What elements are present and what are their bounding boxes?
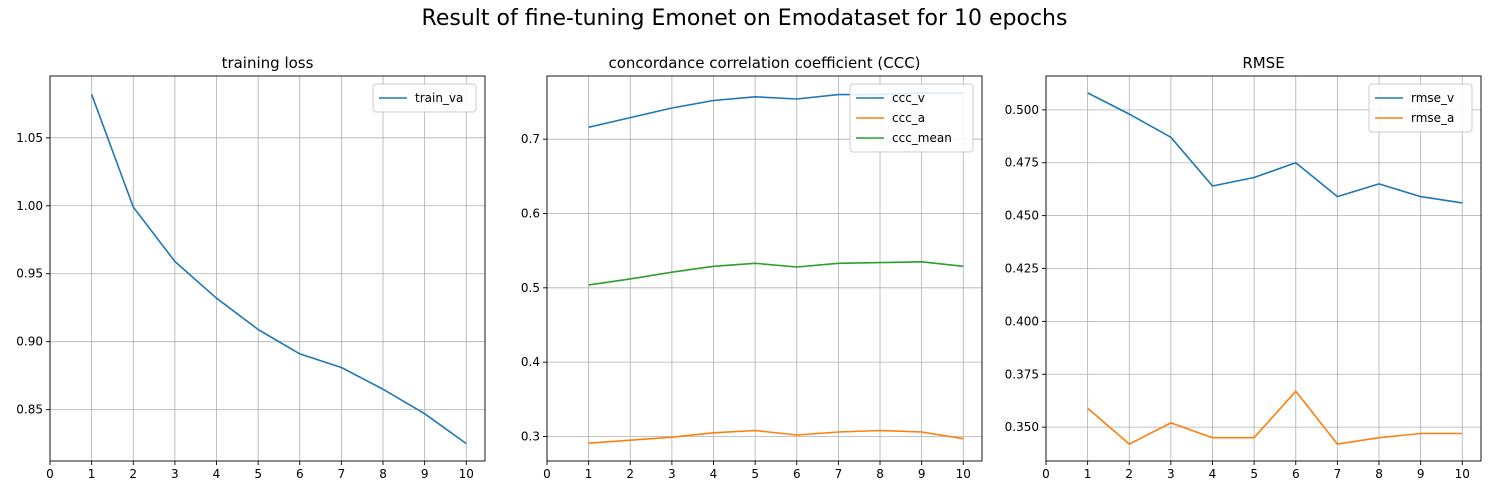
x-tick-label: 0: [1042, 467, 1050, 481]
x-tick-label: 4: [213, 467, 221, 481]
series-line-rmse_v: [1087, 92, 1463, 204]
legend: train_va: [372, 83, 477, 113]
x-tick-label: 9: [1417, 467, 1425, 481]
x-tick-label: 2: [129, 467, 137, 481]
x-tick-label: 8: [876, 467, 884, 481]
series-line-train_va: [90, 94, 467, 445]
y-tick-label: 0.4: [521, 355, 540, 369]
legend-label: ccc_mean: [892, 131, 952, 145]
x-tick-label: 6: [296, 467, 304, 481]
y-tick-label: 0.375: [1005, 367, 1039, 381]
y-tick-label: 1.05: [16, 131, 43, 145]
x-tick-label: 2: [1125, 467, 1133, 481]
x-tick-label: 5: [751, 467, 759, 481]
chart-title: RMSE: [1242, 54, 1284, 72]
x-tick-label: 10: [1455, 467, 1470, 481]
legend: ccc_v ccc_a ccc_mean: [849, 83, 974, 153]
x-tick-label: 0: [46, 467, 54, 481]
y-tick-label: 0.500: [1005, 103, 1039, 117]
legend: rmse_v rmse_a: [1368, 83, 1473, 133]
y-tick-label: 1.00: [16, 199, 43, 213]
y-tick-label: 0.90: [16, 335, 43, 349]
axes-frame: [49, 75, 486, 462]
chart-panel-1: training loss 0 1 2 3 4 5 6 7 8 9 10 0.85 0.90 0.95 1.0…: [16, 54, 486, 481]
series-line-ccc_mean: [588, 260, 964, 286]
legend-box: [372, 83, 477, 113]
y-tick-label: 0.95: [16, 267, 43, 281]
x-tick-label: 8: [1375, 467, 1383, 481]
series-line-ccc_a: [588, 429, 964, 444]
chart-title: training loss: [222, 54, 314, 72]
y-tick-label: 0.350: [1005, 420, 1039, 434]
legend-label: rmse_a: [1411, 111, 1454, 125]
legend-box: [1368, 83, 1473, 133]
axes-frame: [546, 75, 983, 462]
y-tick-label: 0.475: [1005, 156, 1039, 170]
x-tick-label: 0: [543, 467, 551, 481]
legend-label: ccc_a: [892, 111, 925, 125]
y-tick-label: 0.85: [16, 403, 43, 417]
legend-label: rmse_v: [1411, 91, 1454, 105]
x-tick-label: 5: [254, 467, 262, 481]
x-tick-label: 7: [835, 467, 843, 481]
x-tick-label: 1: [88, 467, 96, 481]
x-tick-label: 9: [421, 467, 429, 481]
x-tick-label: 1: [585, 467, 593, 481]
x-tick-label: 4: [1209, 467, 1217, 481]
chart-title: concordance correlation coefficient (CCC…: [608, 54, 920, 72]
x-tick-label: 9: [918, 467, 926, 481]
series-line-rmse_a: [1087, 390, 1463, 445]
x-tick-label: 6: [1292, 467, 1300, 481]
chart-panel-3: RMSE 0 1 2 3 4 5 6 7 8 9 10 0.350 0.375 0.400 0.425 0.45…: [1005, 54, 1482, 481]
legend-label: ccc_v: [892, 91, 925, 105]
x-tick-label: 1: [1084, 467, 1092, 481]
x-tick-label: 4: [710, 467, 718, 481]
x-tick-label: 3: [1167, 467, 1175, 481]
x-tick-label: 6: [793, 467, 801, 481]
y-tick-label: 0.3: [521, 429, 540, 443]
x-tick-label: 8: [379, 467, 387, 481]
x-tick-label: 7: [1334, 467, 1342, 481]
x-tick-label: 3: [668, 467, 676, 481]
x-tick-label: 10: [459, 467, 474, 481]
x-tick-label: 5: [1250, 467, 1258, 481]
legend-label: train_va: [415, 91, 463, 105]
x-tick-label: 3: [171, 467, 179, 481]
y-tick-label: 0.400: [1005, 314, 1039, 328]
y-tick-label: 0.6: [521, 207, 540, 221]
chart-panel-2: concordance correlation coefficient (CCC…: [521, 54, 983, 481]
y-tick-label: 0.450: [1005, 209, 1039, 223]
figure-suptitle: Result of fine-tuning Emonet on Emodatas…: [421, 6, 1068, 31]
x-tick-label: 2: [626, 467, 634, 481]
y-tick-label: 0.425: [1005, 262, 1039, 276]
legend-box: [849, 83, 974, 153]
y-tick-label: 0.5: [521, 281, 540, 295]
x-tick-label: 7: [338, 467, 346, 481]
y-tick-label: 0.7: [521, 132, 540, 146]
x-tick-label: 10: [956, 467, 971, 481]
